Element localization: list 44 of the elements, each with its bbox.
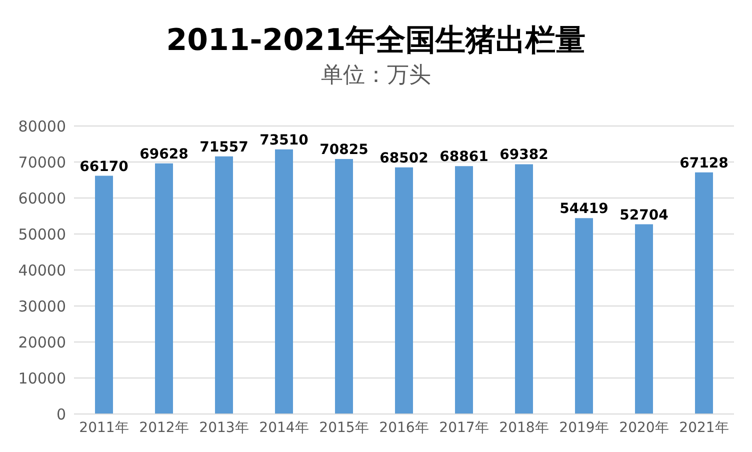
data-label: 69382 bbox=[500, 147, 548, 164]
bar bbox=[695, 172, 713, 414]
data-label: 70825 bbox=[320, 142, 368, 158]
y-tick-label: 30000 bbox=[18, 297, 66, 316]
data-label: 54419 bbox=[560, 201, 608, 218]
bar bbox=[635, 224, 653, 414]
data-label: 68502 bbox=[380, 150, 428, 166]
data-label: 71557 bbox=[200, 139, 248, 156]
bar bbox=[575, 218, 593, 414]
y-tick-label: 10000 bbox=[18, 369, 66, 388]
y-tick-label: 0 bbox=[56, 405, 66, 424]
data-label: 52704 bbox=[620, 207, 669, 224]
x-tick-label: 2021年 bbox=[679, 420, 729, 436]
bar bbox=[335, 159, 353, 414]
x-tick-label: 2017年 bbox=[439, 420, 489, 436]
x-tick-label: 2012年 bbox=[139, 420, 189, 436]
x-tick-label: 2016年 bbox=[379, 420, 429, 436]
bar bbox=[95, 176, 113, 414]
y-tick-label: 40000 bbox=[18, 261, 66, 280]
bar bbox=[395, 167, 413, 414]
x-tick-label: 2015年 bbox=[319, 420, 369, 436]
data-label: 73510 bbox=[260, 132, 309, 148]
y-tick-label: 70000 bbox=[18, 153, 66, 172]
bar bbox=[515, 164, 533, 414]
x-tick-label: 2014年 bbox=[259, 420, 309, 436]
y-tick-label: 50000 bbox=[18, 225, 66, 244]
x-tick-label: 2020年 bbox=[619, 420, 669, 436]
x-tick-label: 2018年 bbox=[499, 420, 549, 436]
bar bbox=[155, 163, 173, 414]
bar bbox=[455, 166, 473, 414]
chart-subtitle: 单位：万头 bbox=[320, 62, 432, 90]
bar bbox=[275, 149, 293, 414]
data-label: 67128 bbox=[680, 155, 728, 172]
data-label: 66170 bbox=[80, 158, 129, 175]
bar bbox=[215, 156, 233, 414]
x-tick-label: 2019年 bbox=[559, 420, 609, 436]
x-tick-label: 2013年 bbox=[199, 420, 249, 436]
y-tick-label: 60000 bbox=[18, 189, 66, 208]
data-label: 68861 bbox=[440, 149, 488, 166]
chart-title: 2011-2021年全国生猪出栏量 bbox=[165, 22, 587, 60]
x-tick-label: 2011年 bbox=[79, 420, 129, 436]
data-label: 69628 bbox=[140, 146, 188, 162]
y-tick-label: 80000 bbox=[18, 117, 66, 136]
y-tick-label: 20000 bbox=[18, 333, 66, 352]
